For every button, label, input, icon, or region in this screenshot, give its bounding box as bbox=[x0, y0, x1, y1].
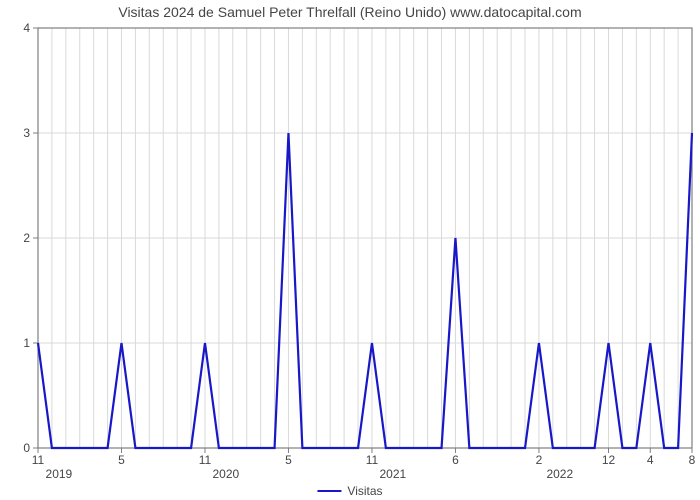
legend-swatch bbox=[317, 490, 341, 492]
svg-text:11: 11 bbox=[366, 453, 379, 467]
svg-text:5: 5 bbox=[118, 453, 125, 467]
svg-text:0: 0 bbox=[23, 441, 30, 455]
line-chart: 01234115115116212482019202020212022 bbox=[0, 0, 700, 500]
svg-text:6: 6 bbox=[452, 453, 459, 467]
chart-container: Visitas 2024 de Samuel Peter Threlfall (… bbox=[0, 0, 700, 500]
svg-text:3: 3 bbox=[23, 126, 30, 140]
svg-text:4: 4 bbox=[647, 453, 654, 467]
svg-text:2022: 2022 bbox=[546, 467, 573, 481]
svg-text:2021: 2021 bbox=[379, 467, 406, 481]
chart-title: Visitas 2024 de Samuel Peter Threlfall (… bbox=[0, 4, 700, 20]
legend-label: Visitas bbox=[347, 484, 382, 498]
svg-text:8: 8 bbox=[689, 453, 696, 467]
svg-text:4: 4 bbox=[23, 21, 30, 35]
svg-text:1: 1 bbox=[23, 336, 30, 350]
svg-text:2020: 2020 bbox=[212, 467, 239, 481]
legend: Visitas bbox=[317, 484, 382, 498]
svg-text:2019: 2019 bbox=[46, 467, 73, 481]
svg-text:11: 11 bbox=[32, 453, 45, 467]
svg-text:11: 11 bbox=[199, 453, 212, 467]
svg-text:2: 2 bbox=[23, 231, 30, 245]
svg-text:2: 2 bbox=[536, 453, 543, 467]
svg-text:5: 5 bbox=[285, 453, 292, 467]
svg-text:12: 12 bbox=[602, 453, 616, 467]
